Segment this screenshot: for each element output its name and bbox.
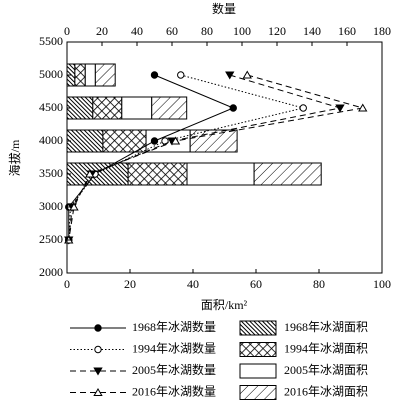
marker [94, 324, 102, 332]
x-tick-label: 0 [64, 277, 70, 291]
y-tick-label: 4500 [39, 100, 63, 114]
y-tick-label: 5500 [39, 34, 63, 48]
x2-tick-label: 140 [303, 24, 321, 38]
bottom-axis-label: 面积/km² [201, 298, 248, 312]
marker [335, 104, 345, 113]
bar-segment [186, 162, 255, 186]
marker [299, 104, 307, 112]
marker [358, 103, 368, 112]
y-tick-label: 3000 [39, 199, 63, 213]
y-tick-label: 5000 [39, 67, 63, 81]
x-tick-label: 60 [250, 277, 262, 291]
bar-segment [151, 96, 188, 120]
x2-tick-label: 100 [233, 24, 251, 38]
legend-swatch [239, 363, 277, 379]
legend-swatch [239, 342, 277, 357]
x-tick-label: 40 [187, 277, 199, 291]
x2-tick-label: 20 [96, 24, 108, 38]
marker [150, 137, 159, 145]
legend-label: 1968年冰湖数量 [132, 319, 216, 334]
marker [69, 202, 79, 211]
x-tick-label: 100 [373, 277, 391, 291]
y-tick-label: 3500 [39, 166, 63, 180]
bar-segment [127, 162, 188, 186]
count-line [68, 74, 304, 241]
marker [170, 136, 181, 145]
legend-label: 2005年冰湖面积 [284, 362, 368, 377]
x2-tick-label: 0 [64, 24, 70, 38]
y-tick-label: 2500 [39, 232, 63, 246]
x2-tick-label: 120 [268, 24, 286, 38]
y-axis-label: 海拔/m [7, 139, 22, 176]
count-line [68, 74, 341, 241]
legend-label: 2016年冰湖数量 [132, 383, 216, 398]
bar-segment [94, 63, 116, 87]
legend-label: 2016年冰湖面积 [284, 383, 368, 398]
bar-segment [253, 162, 322, 186]
x-tick-label: 20 [124, 277, 136, 291]
y-tick-label: 4000 [39, 133, 63, 147]
marker [150, 71, 159, 79]
marker [93, 388, 103, 396]
plot-frame [66, 41, 383, 274]
x-tick-label: 80 [313, 277, 325, 291]
y-tick-label: 2000 [39, 265, 63, 279]
bar-segment [66, 129, 104, 153]
legend-swatch [239, 320, 277, 336]
legend-swatch [239, 385, 277, 400]
top-axis-label: 数量 [212, 1, 236, 16]
x2-tick-label: 60 [166, 24, 178, 38]
bar-segment [84, 63, 96, 87]
x2-tick-label: 80 [201, 24, 213, 38]
x2-tick-label: 160 [338, 24, 356, 38]
bar-segment [92, 96, 123, 120]
marker [94, 345, 102, 354]
count-line [68, 74, 235, 240]
bar-segment [74, 63, 86, 87]
marker [85, 169, 95, 178]
legend-label: 1968年冰湖面积 [284, 319, 368, 334]
count-line [68, 74, 363, 241]
marker [93, 367, 103, 376]
bar-segment [121, 96, 153, 120]
marker [225, 71, 235, 80]
x2-tick-label: 40 [131, 24, 143, 38]
marker [229, 104, 237, 112]
legend-label: 1994年冰湖面积 [284, 340, 368, 355]
marker [177, 71, 185, 79]
x2-tick-label: 180 [373, 24, 391, 38]
marker [242, 70, 252, 79]
legend-label: 1994年冰湖数量 [132, 340, 216, 355]
legend-label: 2005年冰湖数量 [132, 362, 216, 377]
